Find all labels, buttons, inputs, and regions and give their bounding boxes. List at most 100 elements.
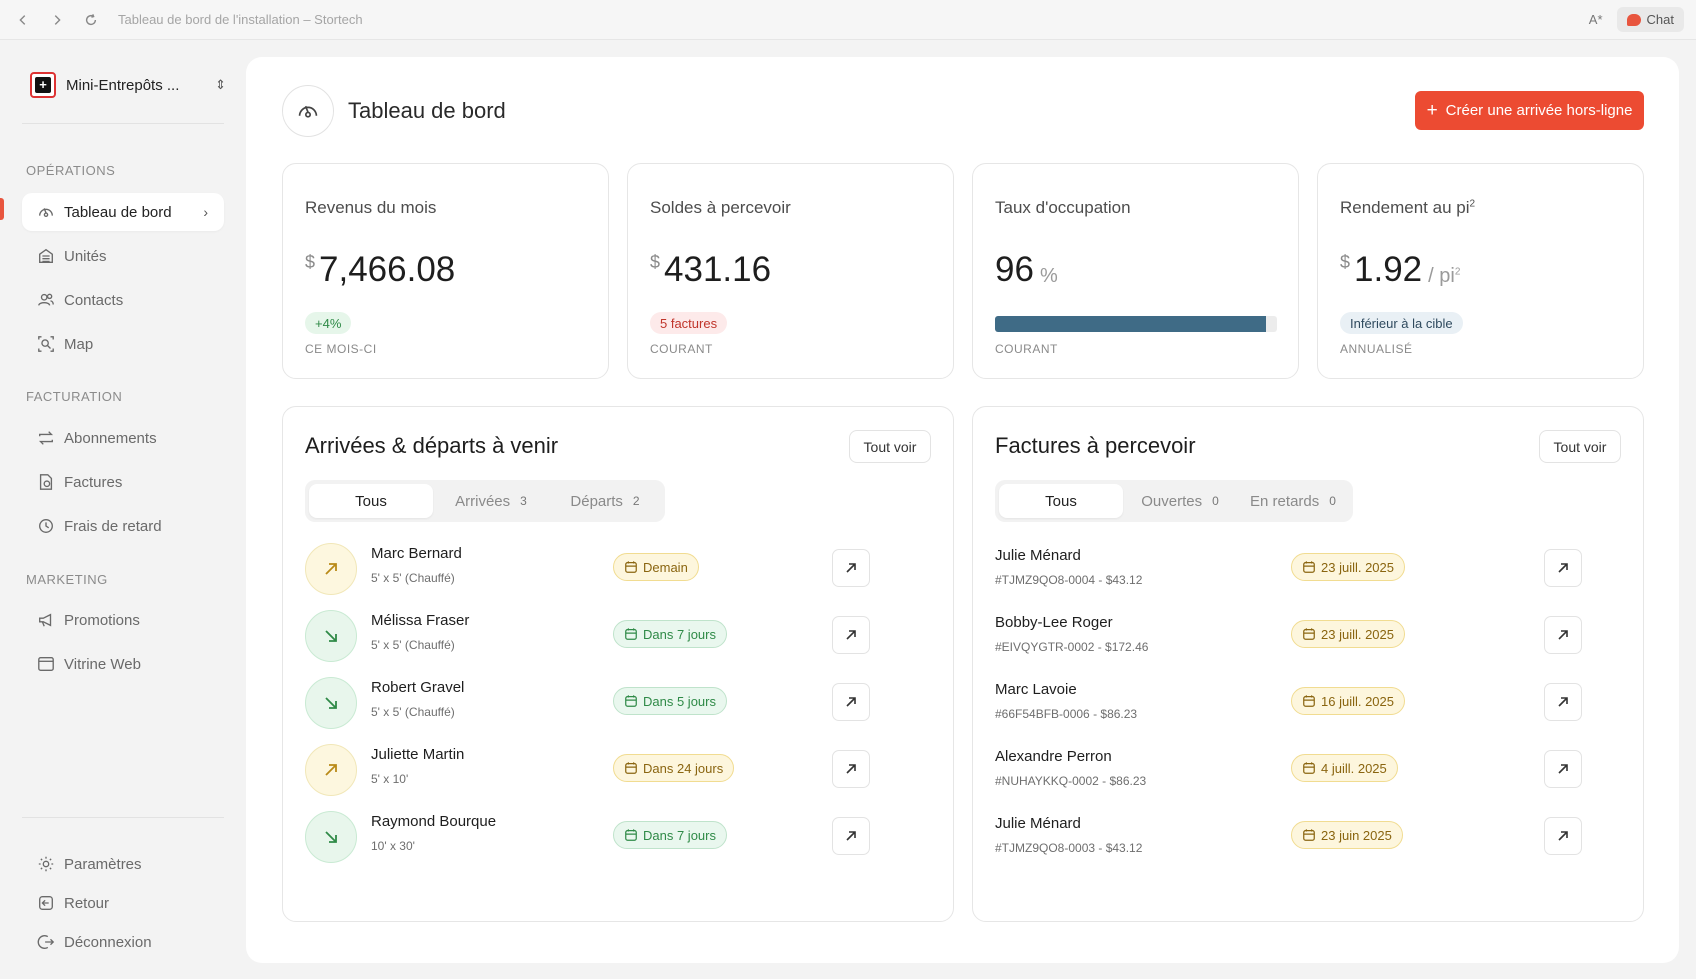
plus-icon: +: [1426, 100, 1438, 121]
arrivals-departures-panel: Arrivées & départs à venir Tout voir Tou…: [282, 406, 954, 922]
kpi-value: $ 431.16: [650, 250, 771, 290]
open-arrow-icon[interactable]: [1544, 616, 1582, 654]
kpi-revenue-card: Revenus du mois $ 7,466.08 +4% CE MOIS-C…: [282, 163, 609, 379]
chat-button[interactable]: Chat: [1616, 7, 1684, 32]
calendar-icon: [1302, 694, 1316, 708]
row-name: Juliette Martin: [371, 746, 465, 763]
tab-overdue[interactable]: En retards 0: [1250, 492, 1336, 510]
back-icon: [36, 893, 56, 913]
kpi-amount: 7,466.08: [319, 250, 456, 289]
organization-switcher[interactable]: + Mini-Entrepôts ... ⇕: [30, 70, 226, 100]
open-arrow-icon[interactable]: [1544, 683, 1582, 721]
sidebar-item-label: Abonnements: [64, 429, 157, 447]
date-chip: 23 juin 2025: [1291, 821, 1403, 849]
active-indicator: [0, 198, 4, 220]
list-item: Julie Ménard #TJMZ9QO8-0004 - $43.12 23 ju…: [995, 539, 1620, 597]
reload-icon[interactable]: [80, 9, 102, 31]
row-unit: 5' x 5' (Chauffé): [371, 571, 455, 585]
sidebar-item-back[interactable]: Retour: [22, 884, 224, 922]
sidebar-item-subscriptions[interactable]: Abonnements: [22, 419, 224, 457]
invoice-reference: #66F54BFB-0006 - $86.23: [995, 707, 1138, 721]
tab-departures[interactable]: Départs 2: [570, 492, 640, 510]
sidebar-item-invoices[interactable]: Factures: [22, 463, 224, 501]
row-name: Alexandre Perron: [995, 748, 1112, 765]
kpi-title: Soldes à percevoir: [650, 198, 791, 217]
kpi-title: Revenus du mois: [305, 198, 437, 217]
date-chip: Dans 24 jours: [613, 754, 735, 782]
occupancy-progress-bar: [995, 316, 1277, 332]
logout-icon: [36, 932, 56, 952]
open-arrow-icon[interactable]: [1544, 817, 1582, 855]
sidebar-divider: [22, 123, 224, 124]
kpi-amount: 1.92: [1354, 250, 1423, 289]
date-chip: Dans 5 jours: [613, 687, 727, 715]
see-all-button[interactable]: Tout voir: [849, 430, 931, 463]
sidebar-item-settings[interactable]: Paramètres: [22, 845, 224, 883]
forward-arrow-icon[interactable]: [46, 9, 68, 31]
calendar-icon: [1302, 761, 1316, 775]
date-chip: Dans 7 jours: [613, 821, 727, 849]
row-name: Marc Bernard: [371, 545, 462, 562]
sidebar-item-label: Frais de retard: [64, 517, 162, 535]
gear-icon: [36, 854, 56, 874]
open-arrow-icon[interactable]: [832, 817, 870, 855]
sidebar-item-logout[interactable]: Déconnexion: [22, 923, 224, 961]
arrival-arrow-icon: [305, 744, 357, 796]
chat-label: Chat: [1646, 12, 1674, 27]
sidebar-item-promotions[interactable]: Promotions: [22, 601, 224, 639]
back-arrow-icon[interactable]: [12, 9, 34, 31]
sidebar-item-contacts[interactable]: Contacts: [22, 281, 224, 319]
list-item: Raymond Bourque 10' x 30' Dans 7 jours: [305, 807, 930, 865]
see-all-button[interactable]: Tout voir: [1539, 430, 1621, 463]
currency-symbol: $: [650, 252, 661, 272]
translate-icon[interactable]: A*: [1588, 12, 1603, 27]
kpi-footnote: ANNUALISÉ: [1340, 342, 1413, 356]
open-arrow-icon[interactable]: [832, 616, 870, 654]
open-arrow-icon[interactable]: [832, 683, 870, 721]
date-chip: Dans 7 jours: [613, 620, 727, 648]
sidebar-item-label: Vitrine Web: [64, 655, 141, 673]
storage-unit-icon: [36, 246, 56, 266]
list-item: Alexandre Perron #NUHAYKKQ-0002 - $86.23 4…: [995, 740, 1620, 798]
chevron-updown-icon: ⇕: [215, 77, 226, 92]
sidebar-item-web-storefront[interactable]: Vitrine Web: [22, 645, 224, 683]
create-offline-arrival-button[interactable]: + Créer une arrivée hors-ligne: [1415, 91, 1644, 130]
kpi-value: $ 1.92 / pi2: [1340, 250, 1460, 290]
sidebar-item-map[interactable]: Map: [22, 325, 224, 363]
browser-toolbar: Tableau de bord de l'installation – Stor…: [0, 0, 1696, 40]
tab-open[interactable]: Ouvertes 0: [1141, 492, 1219, 510]
list-item: Robert Gravel 5' x 5' (Chauffé) Dans 5 jou…: [305, 673, 930, 731]
invoice-count-badge: 5 factures: [650, 312, 728, 334]
row-name: Julie Ménard: [995, 815, 1081, 832]
date-chip: 23 juill. 2025: [1291, 620, 1405, 648]
tab-all[interactable]: Tous: [309, 484, 433, 518]
chat-bubble-icon: [1626, 13, 1641, 26]
sidebar-item-units[interactable]: Unités: [22, 237, 224, 275]
page-title: Tableau de bord: [348, 98, 506, 123]
row-unit: 5' x 5' (Chauffé): [371, 705, 455, 719]
org-name: Mini-Entrepôts ...: [66, 76, 180, 94]
open-arrow-icon[interactable]: [832, 750, 870, 788]
sidebar-item-label: Tableau de bord: [64, 203, 172, 221]
date-chip: Demain: [613, 553, 699, 581]
kpi-amount: 431.16: [664, 250, 772, 289]
target-status-badge: Inférieur à la cible: [1340, 312, 1463, 334]
invoices-icon: [36, 472, 56, 492]
open-arrow-icon[interactable]: [1544, 549, 1582, 587]
panel-title: Arrivées & départs à venir: [305, 433, 559, 458]
megaphone-icon: [36, 610, 56, 630]
departure-arrow-icon: [305, 811, 357, 863]
kpi-footnote: CE MOIS-CI: [305, 342, 377, 356]
open-arrow-icon[interactable]: [1544, 750, 1582, 788]
date-chip: 16 juill. 2025: [1291, 687, 1405, 715]
calendar-icon: [1302, 627, 1316, 641]
open-arrow-icon[interactable]: [832, 549, 870, 587]
kpi-occupancy-card: Taux d'occupation 96 % COURANT: [972, 163, 1299, 379]
sidebar-item-late-fees[interactable]: Frais de retard: [22, 507, 224, 545]
tab-arrivals[interactable]: Arrivées 3: [455, 492, 527, 510]
section-operations: OPÉRATIONS: [26, 163, 116, 178]
invoices-panel: Factures à percevoir Tout voir Tous Ouve…: [972, 406, 1644, 922]
list-item: Julie Ménard #TJMZ9QO8-0003 - $43.12 23 ju…: [995, 807, 1620, 865]
sidebar-item-dashboard[interactable]: Tableau de bord ›: [22, 193, 224, 231]
tab-all[interactable]: Tous: [999, 484, 1123, 518]
